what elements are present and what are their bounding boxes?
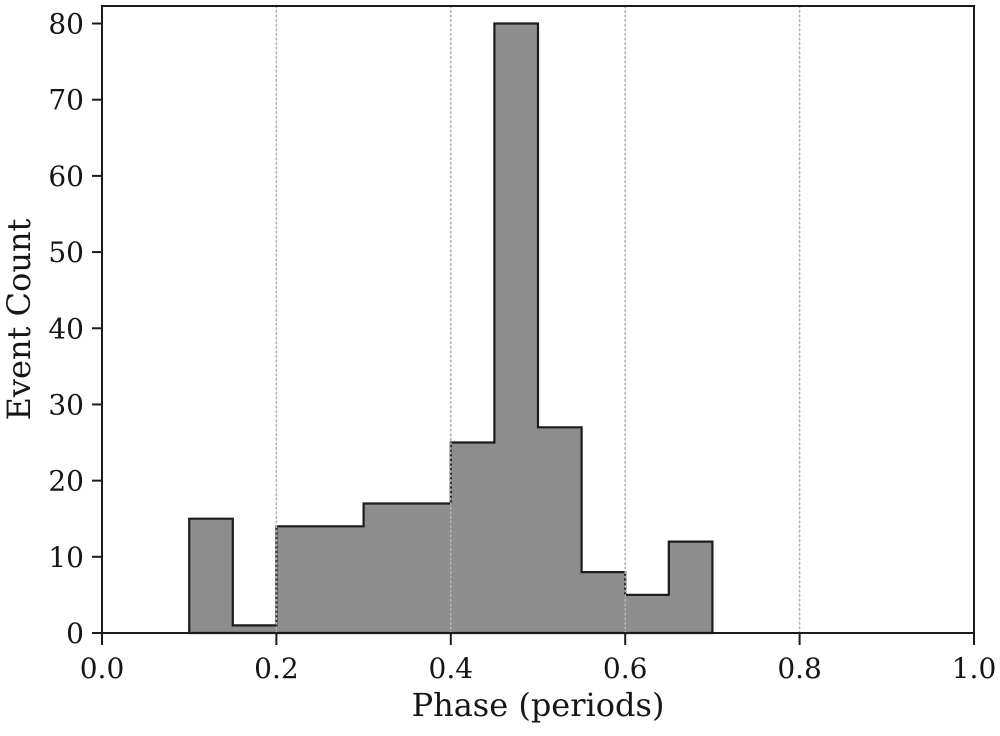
y-tick-label: 70 [48,84,84,117]
y-tick-label: 10 [48,541,84,574]
gridlines [275,5,801,634]
x-axis-ticks: 0.0 0.2 0.4 0.6 0.8 1.0 [80,633,997,685]
y-tick-label: 40 [48,312,84,345]
y-tick-label: 20 [48,465,84,498]
plot-frame [101,5,975,634]
y-tick-label: 80 [48,8,84,41]
y-axis-label: Event Count [0,218,38,420]
y-tick-label: 0 [66,617,84,650]
x-axis-label: Phase (periods) [412,686,665,724]
histogram-bars [188,22,714,635]
x-tick-label: 0.8 [777,652,822,685]
y-tick-label: 60 [48,160,84,193]
x-tick-label: 0.4 [429,652,474,685]
y-tick-label: 30 [48,388,84,421]
x-tick-label: 0.0 [80,652,125,685]
y-tick-label: 50 [48,236,84,269]
x-tick-label: 0.2 [254,652,299,685]
x-tick-label: 1.0 [952,652,997,685]
x-tick-label: 0.6 [603,652,648,685]
y-axis-ticks: 0 10 20 30 40 50 60 70 80 [48,8,102,650]
